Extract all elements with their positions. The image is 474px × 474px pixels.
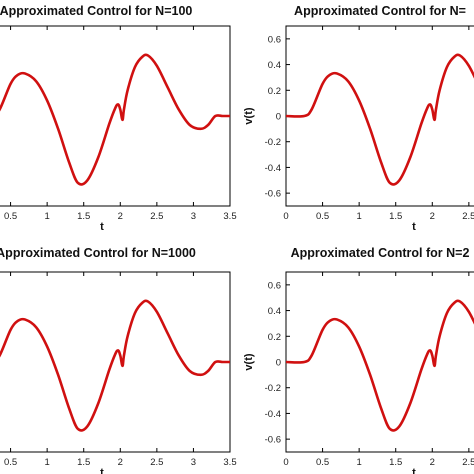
y-tick-label: -0.4	[265, 163, 281, 174]
y-tick-label: 0	[276, 358, 281, 369]
x-tick-label: 1.5	[77, 211, 90, 222]
axes-box	[285, 25, 474, 207]
y-axis-label: v(t)	[243, 107, 255, 124]
chart-title: Approximated Control for N=100	[0, 4, 192, 18]
x-tick-label: 1.5	[389, 211, 402, 222]
chart-title: Approximated Control for N=1000	[0, 246, 196, 260]
x-tick-label: 3.5	[223, 211, 236, 222]
axes-box	[0, 271, 231, 453]
x-axis-label: t	[100, 467, 104, 474]
y-tick-label: 0.2	[268, 332, 281, 343]
y-tick-label: -0.4	[265, 409, 281, 420]
x-tick-label: 0	[283, 457, 288, 468]
x-tick-label: 2	[430, 457, 435, 468]
x-tick-label: 2.5	[462, 457, 474, 468]
axes-box	[285, 271, 474, 453]
panel-3: 0.5 1 1.5 2 2.5 3 3.5 Approximated Control for …	[0, 246, 237, 474]
axes-box	[0, 25, 231, 207]
x-tick-label: 1	[44, 211, 49, 222]
y-tick-label: 0.6	[268, 280, 281, 291]
panel-1: 0.5 1 1.5 2 2.5 3 3.5 Approximated Control for …	[0, 4, 237, 233]
x-tick-label: 2	[430, 211, 435, 222]
x-axis-label: t	[100, 221, 104, 233]
x-tick-label: 0.5	[4, 457, 17, 468]
x-tick-label: 0.5	[4, 211, 17, 222]
x-tick-label: 1.5	[389, 457, 402, 468]
x-tick-label: 3	[191, 211, 196, 222]
x-tick-label: 3	[191, 457, 196, 468]
y-tick-label: 0.2	[268, 86, 281, 97]
y-tick-label: -0.2	[265, 137, 281, 148]
y-tick-label: -0.6	[265, 189, 281, 200]
x-tick-label: 2.5	[150, 211, 163, 222]
x-axis-label: t	[412, 221, 416, 233]
y-axis-label: v(t)	[243, 353, 255, 370]
y-tick-label: 0.4	[268, 306, 281, 317]
x-axis-label: t	[412, 467, 416, 474]
x-tick-label: 0.5	[316, 457, 329, 468]
y-tick-label: -0.6	[265, 435, 281, 446]
panel-4: 0 0.5 1 1.5 2 2.5 0.6 0.4 0.2 0 -0.2 -0.4 -0.6 Approx…	[243, 246, 474, 474]
y-tick-label: -0.2	[265, 383, 281, 394]
x-tick-label: 1	[356, 457, 361, 468]
x-tick-label: 0.5	[316, 211, 329, 222]
series-line-1	[0, 299, 230, 432]
x-tick-label: 2	[118, 211, 123, 222]
x-tick-label: 1.5	[77, 457, 90, 468]
x-tick-label: 2	[118, 457, 123, 468]
x-tick-label: 2.5	[150, 457, 163, 468]
series-line-1	[285, 53, 474, 186]
series-line-1	[0, 53, 230, 186]
y-tick-label: 0	[276, 112, 281, 123]
series-line-1	[285, 299, 474, 432]
x-tick-label: 1	[356, 211, 361, 222]
y-tick-label: 0.6	[268, 34, 281, 45]
x-tick-label: 0	[283, 211, 288, 222]
chart-title: Approximated Control for N=2	[291, 246, 470, 260]
y-tick-label: 0.4	[268, 60, 281, 71]
x-tick-label: 3.5	[223, 457, 236, 468]
panel-2: 0 0.5 1 1.5 2 2.5 0.6 0.4 0.2 0 -0.2 -0.4 -0.6 Approx…	[243, 4, 474, 233]
chart-title: Approximated Control for N=	[294, 4, 466, 18]
x-tick-label: 2.5	[462, 211, 474, 222]
x-tick-label: 1	[44, 457, 49, 468]
